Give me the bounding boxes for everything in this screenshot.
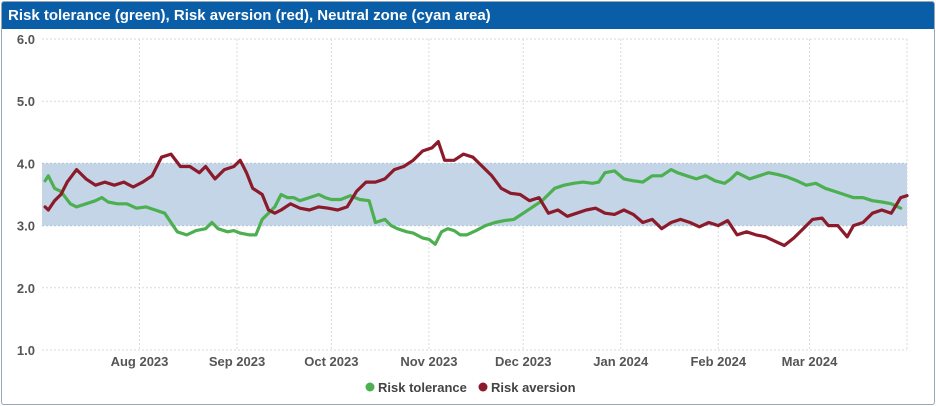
- series: [43, 140, 909, 248]
- y-tick-label: 3.0: [17, 219, 35, 234]
- series-line-risk-tolerance: [43, 168, 903, 246]
- x-tick-label: Jan 2024: [593, 354, 649, 369]
- x-tick-label: Mar 2024: [782, 354, 838, 369]
- x-tick-label: Nov 2023: [400, 354, 457, 369]
- legend-marker: [478, 382, 488, 392]
- y-axis-ticks: 1.0 2.0 3.0 4.0 5.0 6.0: [17, 32, 35, 358]
- x-axis-ticks: Aug 2023 Sep 2023 Oct 2023 Nov 2023 Dec 2023…: [111, 354, 838, 369]
- legend-label: Risk tolerance: [378, 380, 467, 395]
- legend-label: Risk aversion: [491, 380, 576, 395]
- y-tick-label: 2.0: [17, 281, 35, 296]
- x-tick-label: Aug 2023: [111, 354, 169, 369]
- x-tick-label: Sep 2023: [209, 354, 265, 369]
- x-tick-label: Oct 2023: [304, 354, 358, 369]
- y-tick-label: 5.0: [17, 94, 35, 109]
- x-tick-label: Feb 2024: [690, 354, 746, 369]
- neutral-zone-band: [42, 163, 907, 226]
- y-tick-label: 1.0: [17, 343, 35, 358]
- y-tick-label: 4.0: [17, 156, 35, 171]
- series-line-risk-aversion: [43, 140, 909, 248]
- legend-marker: [365, 382, 375, 392]
- y-tick-label: 6.0: [17, 32, 35, 47]
- chart-title: Risk tolerance (green), Risk aversion (r…: [2, 2, 934, 29]
- x-tick-label: Dec 2023: [495, 354, 551, 369]
- legend: Risk tolerance Risk aversion: [365, 380, 576, 395]
